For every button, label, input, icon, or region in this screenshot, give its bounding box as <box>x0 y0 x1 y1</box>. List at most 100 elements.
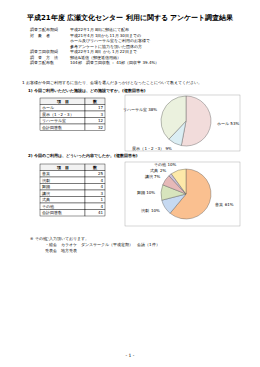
cell-text: 3 <box>100 191 103 196</box>
slice-label: 音楽61% <box>215 202 234 207</box>
pie <box>161 96 211 146</box>
cell <box>85 190 105 197</box>
cell <box>85 111 105 118</box>
info-label: 調査票配布数 <box>30 60 54 65</box>
cell-text: 12 <box>98 118 104 123</box>
slice-value: 38% <box>148 107 157 112</box>
cell <box>85 118 105 125</box>
info-text: 参考アンケートに協力を頂いた団体の方 <box>70 44 142 49</box>
note-line: 発表会 地方発表 <box>45 248 77 253</box>
cell <box>85 98 105 105</box>
cell <box>40 190 85 197</box>
cell <box>85 184 105 191</box>
slice-category: 展示（1・2・3） <box>132 146 164 151</box>
info-text: 104部 調査票回収数 ： 41部（回収率 39.4%） <box>70 60 159 65</box>
info-label: 調査票回収期間 <box>30 49 58 54</box>
slice-label: 演劇10% <box>141 208 160 213</box>
cell <box>40 210 85 217</box>
cell-text: 4 <box>100 204 103 209</box>
slice-value: 10% <box>146 190 155 195</box>
cell-text: 展示（1・2・3） <box>42 112 74 117</box>
cell <box>85 203 105 210</box>
pie <box>161 169 211 219</box>
slice-category: 講演 <box>145 174 153 179</box>
cell-text: 合計回答数 <box>42 125 62 130</box>
cell-text: 数 <box>92 165 98 170</box>
slice-value: 10% <box>168 162 177 167</box>
heading: 2) 今回のご利用は、どういった内容でしたか。(複数回答有) <box>28 153 138 158</box>
cell-text: 講演 <box>42 191 50 196</box>
cell-text: ホール <box>42 105 54 110</box>
slice-value: 2% <box>160 168 167 173</box>
slice-value: 53% <box>230 121 239 126</box>
footer: - 1 - <box>126 353 135 358</box>
cell <box>40 98 85 105</box>
cell <box>40 111 85 118</box>
slice-value: 10% <box>151 208 160 213</box>
cell-text: リハーサル室 <box>42 118 66 123</box>
cell-text: 3 <box>100 112 103 117</box>
cell-text: 1 <box>100 197 103 202</box>
pie-slice <box>161 96 186 139</box>
cell-text: 4 <box>100 184 103 189</box>
cell <box>85 197 105 204</box>
slice-category: リハーサル室 <box>123 107 147 112</box>
slice-category: 舞踊 <box>137 190 145 195</box>
table: 項 目 数ホール 17 展示（1・2・3） 3 リハーサル室 12 合計回答数 32 <box>40 98 105 131</box>
slice-value: 9% <box>166 146 173 151</box>
info-label: 対 象 者 <box>30 33 50 38</box>
cell <box>40 164 85 171</box>
note-line: ご入力頂いております。 <box>45 236 89 241</box>
cell-text: 25 <box>98 171 104 176</box>
info-text: 郵送&返信（郵便返信用紙） <box>70 55 121 60</box>
cell-text: 音楽 <box>42 171 50 176</box>
note-line: ・総会 カラオケ ダンスサークル（平成定期） 会議（1件） <box>45 242 160 247</box>
cell-text: 演劇 <box>42 178 50 183</box>
cell <box>40 105 85 112</box>
cell <box>40 118 85 125</box>
cell <box>85 105 105 112</box>
slice-label: その他10% <box>154 162 177 167</box>
slice-category: 演劇 <box>141 208 149 213</box>
cell-text: 項 目 <box>56 165 69 170</box>
slice-label: ホール53% <box>217 121 240 126</box>
info-text: 平成22年1月 8日に郵送にて配布 <box>70 27 129 32</box>
slice-label: 講演7% <box>145 174 161 179</box>
cell <box>85 210 105 217</box>
cell <box>40 177 85 184</box>
heading: 1) 今回ご利用いただいた施設は、どの施設ですか。(複数回答有) <box>28 88 146 93</box>
chart-frame <box>125 95 240 151</box>
info-text: 平成21年4月 1日から11月 30日までの <box>70 33 141 38</box>
info-label: 調 査 方 法 <box>30 55 58 60</box>
slice-label: 舞踊10% <box>137 190 156 195</box>
cell-text: 17 <box>98 105 104 110</box>
cell <box>85 164 105 171</box>
slice-value: 61% <box>225 202 234 207</box>
pie-slice <box>171 169 186 194</box>
cell-text: 合計回答数 <box>42 210 62 215</box>
cell <box>40 184 85 191</box>
slice-category: 式典 <box>150 168 158 173</box>
cell <box>40 124 85 131</box>
cell <box>85 124 105 131</box>
cell-text: 数 <box>92 99 98 104</box>
slice-category: 音楽 <box>215 202 223 207</box>
slice-category: その他 <box>154 162 166 167</box>
cell <box>85 171 105 178</box>
cell-text: 舞踊 <box>42 184 50 189</box>
slice-category: ホール <box>217 121 229 126</box>
cell-text: 4 <box>100 178 103 183</box>
info-text: 平成22年1月 8日 から 1月 22日まで <box>70 49 138 54</box>
cell-text: 項 目 <box>56 99 69 104</box>
slice-label: 展示（1・2・3）9% <box>132 146 172 151</box>
table: 項 目数音楽25演劇4舞踊4講演3式典1その他4合計回答数41 <box>40 164 105 216</box>
cell <box>40 197 85 204</box>
cell <box>85 177 105 184</box>
cell-text: 32 <box>98 125 104 130</box>
cell-text: その他 <box>42 204 54 209</box>
info-text: ホール及びリハーサル室をご利用のお客様で <box>70 38 151 43</box>
slice-label: リハーサル室38% <box>123 107 158 112</box>
cell <box>40 203 85 210</box>
cell-text: 式典 <box>42 197 50 202</box>
slice-label: 式典2% <box>150 168 166 173</box>
